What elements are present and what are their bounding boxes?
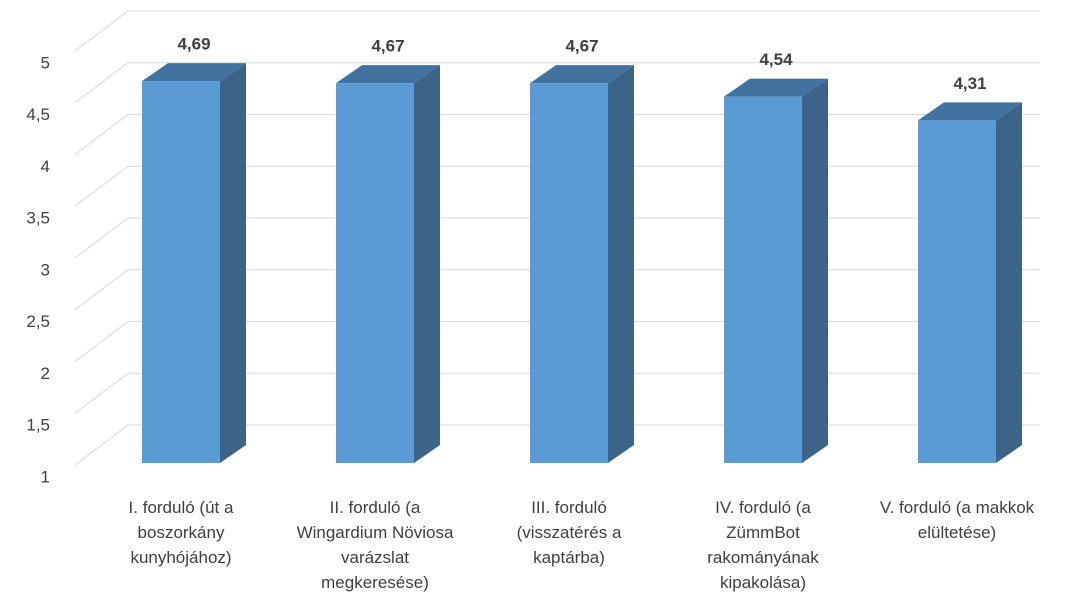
bar-side <box>220 63 246 464</box>
bar-top <box>142 63 246 82</box>
y-tick-label: 2 <box>41 364 50 383</box>
y-tick-label: 4 <box>41 157 50 176</box>
bar-top <box>530 65 634 84</box>
y-tick-label: 1 <box>41 467 50 486</box>
x-tick-label: II. forduló (a Wingardium Növiosa varázs… <box>296 498 454 592</box>
bar <box>724 96 802 464</box>
bar-side <box>802 78 828 464</box>
bar <box>336 83 414 463</box>
y-tick-label: 1,5 <box>26 416 50 435</box>
value-label: 4,31 <box>953 74 986 93</box>
y-tick-label: 3,5 <box>26 209 50 228</box>
value-label: 4,67 <box>565 37 598 56</box>
y-tick-label: 3 <box>41 260 50 279</box>
bar-side <box>414 65 440 463</box>
value-label: 4,69 <box>177 35 210 54</box>
bar-side <box>608 65 634 463</box>
value-label: 4,54 <box>759 50 793 69</box>
bar <box>918 120 996 463</box>
bar-top <box>724 78 828 97</box>
bar <box>530 83 608 463</box>
x-tick-label: III. forduló (visszatérés a kaptárba) <box>516 498 622 567</box>
x-tick-label: IV. forduló (a ZümmBot rakományának kipa… <box>707 498 819 592</box>
grid-line <box>74 62 1040 104</box>
bar-side <box>996 102 1022 463</box>
bar <box>142 81 220 464</box>
bar-top <box>336 65 440 84</box>
value-label: 4,67 <box>371 37 404 56</box>
y-tick-label: 2,5 <box>26 312 50 331</box>
grid-line <box>74 10 1040 52</box>
bar-top <box>918 102 1022 121</box>
y-tick-label: 4,5 <box>26 105 50 124</box>
y-tick-label: 5 <box>41 53 50 72</box>
x-tick-label: V. forduló (a makkok elültetése) <box>879 498 1035 542</box>
x-tick-label: I. forduló (út a boszorkány kunyhójához) <box>128 498 234 567</box>
